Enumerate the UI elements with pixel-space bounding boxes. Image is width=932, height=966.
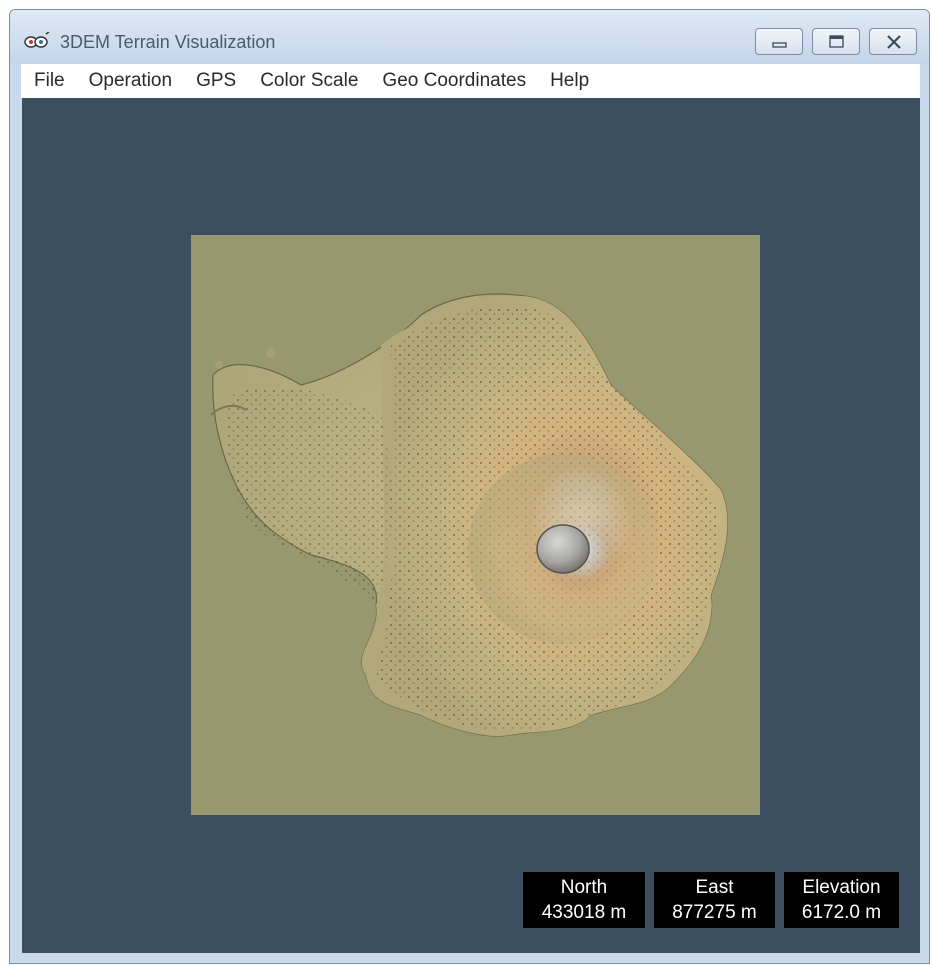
menu-color-scale[interactable]: Color Scale (260, 70, 359, 91)
close-icon (887, 35, 901, 49)
menu-operation[interactable]: Operation (88, 70, 173, 91)
menu-file[interactable]: File (34, 70, 65, 91)
maximize-button[interactable] (812, 28, 860, 55)
elevation-readout: Elevation 6172.0 m (784, 872, 899, 928)
window-title: 3DEM Terrain Visualization (60, 32, 276, 52)
elevation-label: Elevation (802, 877, 881, 898)
app-window: 3DEM Terrain Visualization File Operatio… (9, 9, 930, 964)
north-readout: North 433018 m (523, 872, 645, 928)
menu-geo-coordinates[interactable]: Geo Coordinates (382, 70, 527, 91)
menu-gps[interactable]: GPS (196, 70, 237, 91)
minimize-button[interactable] (755, 28, 803, 55)
terrain-viewport[interactable]: North 433018 m East 877275 m Elevation 6… (22, 98, 920, 953)
north-value: 433018 m (541, 902, 627, 923)
east-readout: East 877275 m (654, 872, 775, 928)
maximize-icon (829, 35, 844, 48)
close-button[interactable] (869, 28, 917, 55)
elevation-value: 6172.0 m (801, 902, 882, 923)
minimize-icon (772, 42, 787, 48)
terrain-map[interactable] (191, 235, 760, 815)
title-bar[interactable]: 3DEM Terrain Visualization (10, 10, 929, 64)
summit-crater (536, 524, 590, 574)
east-label: East (695, 877, 734, 898)
east-value: 877275 m (672, 902, 757, 923)
menu-help[interactable]: Help (550, 70, 590, 91)
north-label: North (560, 877, 608, 898)
menu-bar: File Operation GPS Color Scale Geo Coord… (21, 64, 920, 98)
3dem-app-icon (24, 32, 50, 48)
